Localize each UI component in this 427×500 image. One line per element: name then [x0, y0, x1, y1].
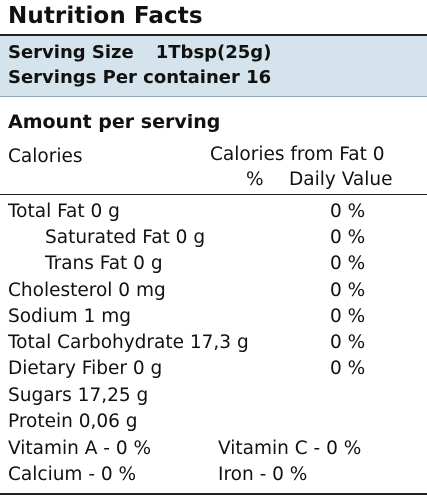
nutrient-sodium-dv: 0 % [330, 306, 366, 327]
nutrient-saturated-fat-dv: 0 % [330, 227, 366, 248]
calories-from-fat: Calories from Fat 0 [210, 144, 385, 165]
vitamin-a: Vitamin A - 0 % [8, 438, 152, 459]
daily-value-heading: Daily Value [289, 169, 393, 190]
nutrient-total-carbohydrate-dv: 0 % [330, 332, 366, 353]
serving-info-band: Serving Size 1Tbsp(25g) Servings Per cont… [0, 36, 427, 97]
label-title: Nutrition Facts [8, 3, 203, 29]
serving-size-value: 1Tbsp(25g) [155, 42, 272, 63]
nutrient-protein: Protein 0,06 g [8, 411, 138, 432]
servings-per-container: Servings Per container 16 [8, 67, 272, 88]
nutrient-trans-fat-dv: 0 % [330, 253, 366, 274]
nutrient-total-fat-dv: 0 % [330, 201, 366, 222]
nutrient-cholesterol: Cholesterol 0 mg [8, 280, 166, 301]
nutrient-trans-fat: Trans Fat 0 g [45, 253, 163, 274]
serving-size-label: Serving Size [8, 42, 134, 63]
nutrient-cholesterol-dv: 0 % [330, 280, 366, 301]
top-divider [0, 34, 427, 36]
nutrient-dietary-fiber: Dietary Fiber 0 g [8, 358, 163, 379]
daily-value-percent-sign: % [246, 169, 264, 190]
calcium: Calcium - 0 % [8, 464, 137, 485]
nutrient-dietary-fiber-dv: 0 % [330, 358, 366, 379]
nutrient-sodium: Sodium 1 mg [8, 306, 131, 327]
nutrient-sugars: Sugars 17,25 g [8, 385, 149, 406]
nutrient-total-fat: Total Fat 0 g [8, 201, 120, 222]
calories-divider [0, 194, 427, 195]
amount-per-serving-heading: Amount per serving [8, 111, 221, 133]
nutrient-total-carbohydrate: Total Carbohydrate 17,3 g [8, 332, 249, 353]
serving-size-line: Serving Size 1Tbsp(25g) [8, 41, 271, 65]
vitamin-c: Vitamin C - 0 % [218, 438, 362, 459]
nutrient-saturated-fat: Saturated Fat 0 g [45, 227, 206, 248]
calories-label: Calories [8, 146, 83, 167]
bottom-divider [0, 493, 427, 495]
iron: Iron - 0 % [218, 464, 308, 485]
